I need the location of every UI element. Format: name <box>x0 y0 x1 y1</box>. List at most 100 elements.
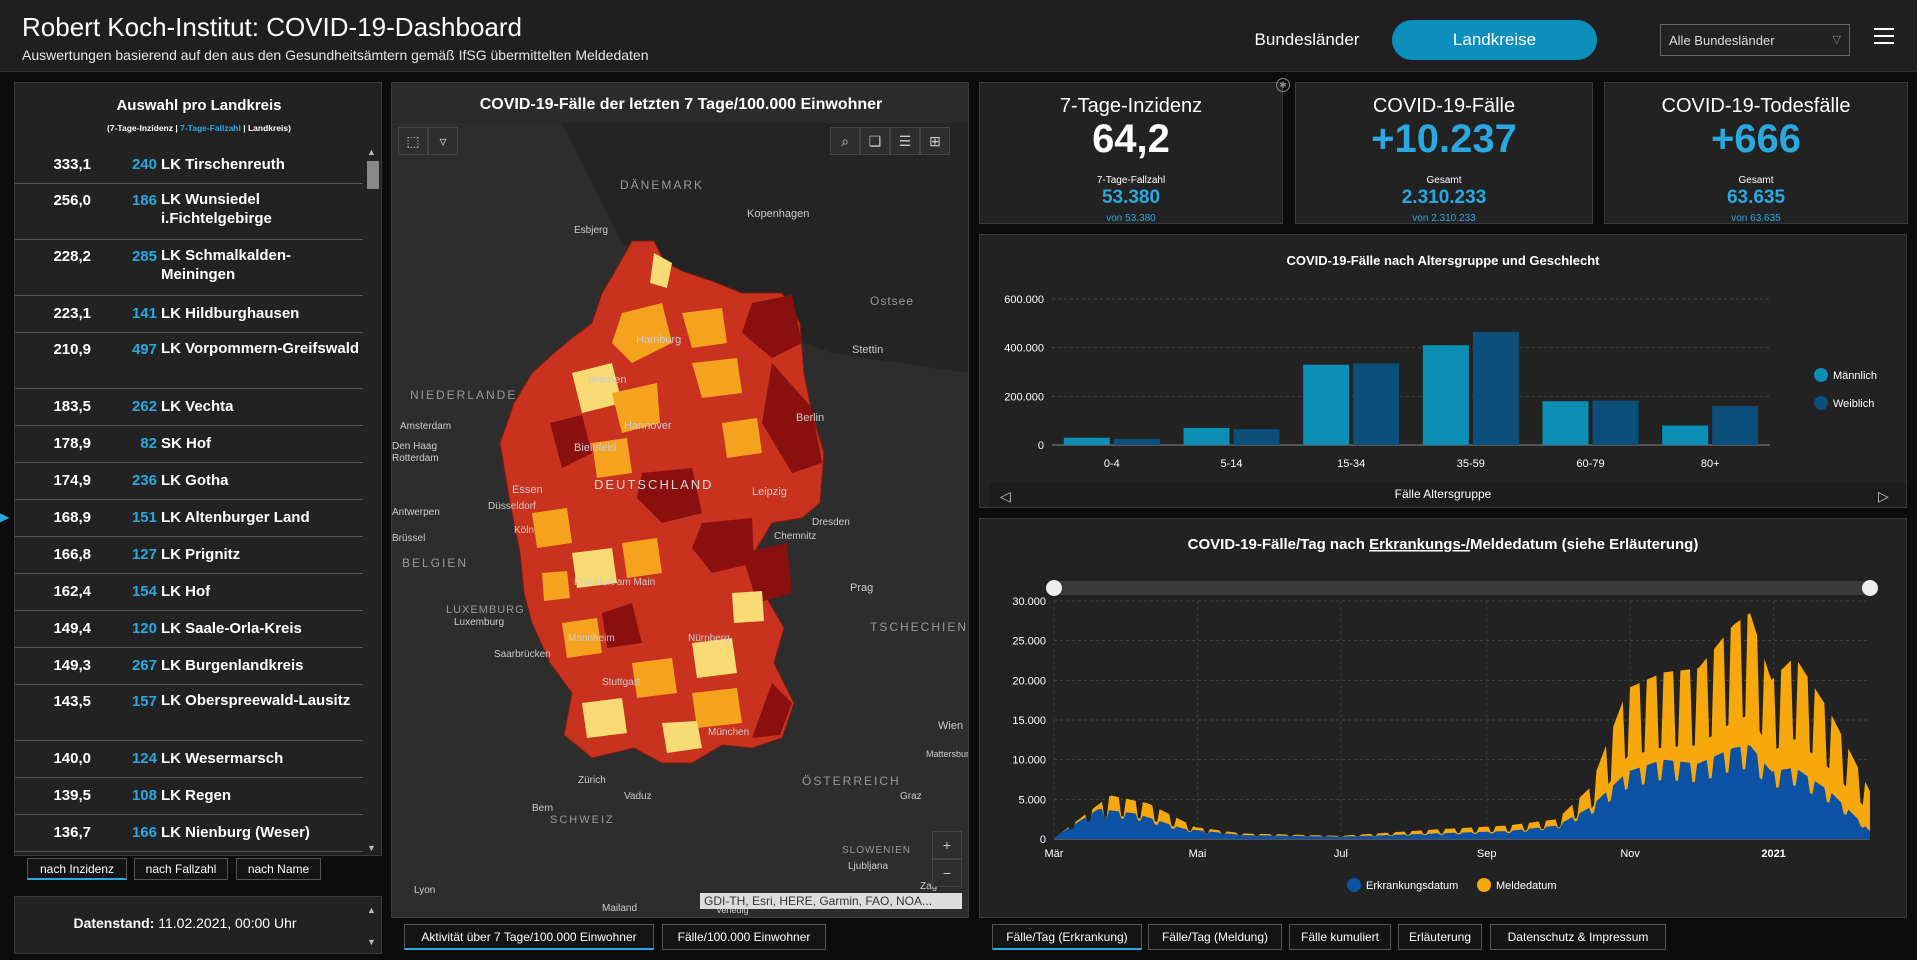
list-item[interactable]: 223,1 141 LK Hildburghausen <box>15 296 363 333</box>
list-item-inzidenz: 174,9 <box>53 472 91 489</box>
list-item-name: LK Burgenlandkreis <box>161 657 304 674</box>
bar-maennlich-15-34[interactable] <box>1303 364 1350 445</box>
bar-weiblich-0-4[interactable] <box>1113 438 1160 445</box>
header-bar: Robert Koch-Institut: COVID-19-Dashboard… <box>0 0 1917 72</box>
bar-weiblich-35-59[interactable] <box>1472 331 1519 445</box>
kpi-sub-note: von 2.310.233 <box>1412 213 1476 224</box>
list-item-name: LK Oberspreewald-Lausitz <box>161 692 351 709</box>
bookmark-icon[interactable]: ❑ <box>860 127 890 155</box>
bundeslaender-button[interactable]: Bundesländer <box>1254 30 1360 49</box>
tab-faelle-kumuliert[interactable]: Fälle kumuliert <box>1289 924 1391 950</box>
scroll-thumb[interactable] <box>367 161 379 189</box>
tab-aktivitaet[interactable]: Aktivität über 7 Tage/100.000 Einwohner <box>404 924 654 950</box>
bar-weiblich-80+[interactable] <box>1712 406 1759 445</box>
legend-weiblich-swatch <box>1814 396 1828 410</box>
list-item[interactable]: 136,7 166 LK Nienburg (Weser) <box>15 815 363 852</box>
map-labels: DÄNEMARK Kopenhagen Esbjerg Ostsee Hambu… <box>392 178 968 915</box>
scroll-down-icon[interactable]: ▼ <box>367 843 376 853</box>
range-slider-handle-right[interactable] <box>1862 580 1878 596</box>
germany-map[interactable]: DÄNEMARK Kopenhagen Esbjerg Ostsee Hambu… <box>392 123 968 917</box>
map-label-prag: Prag <box>850 582 873 594</box>
x-tick-label: 5-14 <box>1220 458 1242 470</box>
tab-faelle-tag-erkrankung[interactable]: Fälle/Tag (Erkrankung) <box>992 924 1142 950</box>
timeseries-chart-panel: COVID-19-Fälle/Tag nach Erkrankungs-/Mel… <box>979 518 1907 918</box>
search-icon[interactable]: ⌕ <box>830 127 860 155</box>
tab-faelle-pro-100000[interactable]: Fälle/100.000 Einwohner <box>662 924 826 950</box>
bar-weiblich-15-34[interactable] <box>1353 363 1400 445</box>
bundesland-select[interactable]: Alle Bundesländer ▽ <box>1660 24 1850 56</box>
kpi-title: 7-Tage-Inzidenz <box>1059 95 1203 117</box>
list-item[interactable]: 183,5 262 LK Vechta <box>15 389 363 426</box>
list-item-name: LK Wesermarsch <box>161 750 284 767</box>
hamburger-menu-icon[interactable] <box>1874 28 1894 46</box>
bar-maennlich-60-79[interactable] <box>1542 401 1589 445</box>
age-chart-title: COVID-19-Fälle nach Altersgruppe und Ges… <box>1286 253 1600 268</box>
map-label-zuerich: Zürich <box>578 775 606 786</box>
list-item[interactable]: 143,5 157 LK Oberspreewald-Lausitz <box>15 685 363 741</box>
list-item-inzidenz: 140,0 <box>53 750 91 767</box>
sort-by-name-tab[interactable]: nach Name <box>236 858 321 880</box>
list-item-name: LK Hildburghausen <box>161 305 300 322</box>
list-item[interactable]: 333,1 240 LK Tirschenreuth <box>15 147 363 184</box>
range-slider-handle-left[interactable] <box>1046 580 1062 596</box>
list-item[interactable]: 178,9 82 SK Hof <box>15 426 363 463</box>
legend-meldung-swatch <box>1477 878 1491 892</box>
tab-datenschutz-impressum[interactable]: Datenschutz & Impressum <box>1490 924 1666 950</box>
list-item-name: LK Wunsiedel i.Fichtelgebirge <box>161 191 272 227</box>
bar-weiblich-60-79[interactable] <box>1592 400 1639 445</box>
chevron-down-icon[interactable]: ▿ <box>428 127 458 155</box>
bar-maennlich-80+[interactable] <box>1662 425 1709 445</box>
select-tool-icon[interactable]: ⬚ <box>398 127 428 155</box>
list-scrollbar[interactable]: ▲ ▼ <box>365 147 379 855</box>
list-item-name: LK Nienburg (Weser) <box>161 824 310 841</box>
list-item[interactable]: 174,9 236 LK Gotha <box>15 463 363 500</box>
list-item[interactable]: 256,0 186 LK Wunsiedel i.Fichtelgebirge <box>15 184 363 240</box>
list-item[interactable]: 149,4 120 LK Saale-Orla-Kreis <box>15 611 363 648</box>
kpi-title: COVID-19-Todesfälle <box>1661 95 1851 117</box>
scroll-left-icon[interactable]: ◁ <box>1000 488 1011 504</box>
side-expand-icon[interactable]: ▶ <box>0 510 10 524</box>
sort-by-inzidenz-tab[interactable]: nach Inzidenz <box>27 858 127 880</box>
bar-weiblich-5-14[interactable] <box>1233 429 1280 445</box>
bar-maennlich-5-14[interactable] <box>1183 427 1230 445</box>
bar-maennlich-35-59[interactable] <box>1422 345 1469 445</box>
zoom-in-icon[interactable]: + <box>932 831 962 859</box>
list-item[interactable]: 168,9 151 LK Altenburger Land <box>15 500 363 537</box>
list-item[interactable]: 149,3 267 LK Burgenlandkreis <box>15 648 363 685</box>
sort-by-fallzahl-tab[interactable]: nach Fallzahl <box>134 858 228 880</box>
legend-maennlich-swatch <box>1814 368 1828 382</box>
kpi-sub-note: von 63.635 <box>1731 213 1781 224</box>
bar-maennlich-0-4[interactable] <box>1063 437 1110 445</box>
scroll-down-icon[interactable]: ▼ <box>367 937 376 947</box>
list-item-name: LK Gotha <box>161 472 229 489</box>
list-item[interactable]: 139,5 108 LK Regen <box>15 778 363 815</box>
x-tick-label: 2021 <box>1761 848 1785 860</box>
zoom-out-icon[interactable]: − <box>932 859 962 887</box>
list-item-name: LK Schmalkalden-Meiningen <box>161 247 292 283</box>
tab-faelle-tag-meldung[interactable]: Fälle/Tag (Meldung) <box>1148 924 1282 950</box>
settings-icon[interactable]: ✱ <box>1276 78 1290 92</box>
kpi-sub-title: Gesamt <box>1426 175 1462 186</box>
age-chart-panel: COVID-19-Fälle nach Altersgruppe und Ges… <box>979 234 1907 508</box>
basemap-gallery-icon[interactable]: ⊞ <box>920 127 950 155</box>
scroll-up-icon[interactable]: ▲ <box>367 905 376 915</box>
range-slider-track[interactable] <box>1054 581 1870 595</box>
list-item[interactable]: 210,9 497 LK Vorpommern-Greifswald <box>15 333 363 389</box>
y-tick-label: 600.000 <box>1004 294 1044 306</box>
list-item[interactable]: 228,2 285 LK Schmalkalden-Meiningen <box>15 240 363 296</box>
scroll-right-icon[interactable]: ▷ <box>1878 488 1889 504</box>
y-tick-label: 20.000 <box>1012 675 1046 687</box>
list-item[interactable]: 140,0 124 LK Wesermarsch <box>15 741 363 778</box>
tab-erlaeuterung[interactable]: Erläuterung <box>1398 924 1482 950</box>
list-item[interactable]: 166,8 127 LK Prignitz <box>15 537 363 574</box>
list-item-name: SK Hof <box>161 435 211 452</box>
list-item[interactable]: 162,4 154 LK Hof <box>15 574 363 611</box>
map-label-bremen: Bremen <box>588 374 627 386</box>
list-item-name: LK Vechta <box>161 398 234 415</box>
age-chart: COVID-19-Fälle nach Altersgruppe und Ges… <box>990 253 1906 507</box>
y-tick-label: 30.000 <box>1012 596 1046 608</box>
scroll-up-icon[interactable]: ▲ <box>367 147 376 157</box>
x-tick-label: 35-59 <box>1457 458 1485 470</box>
list-icon[interactable]: ☰ <box>890 127 920 155</box>
landkreise-button[interactable]: Landkreise <box>1392 20 1597 60</box>
